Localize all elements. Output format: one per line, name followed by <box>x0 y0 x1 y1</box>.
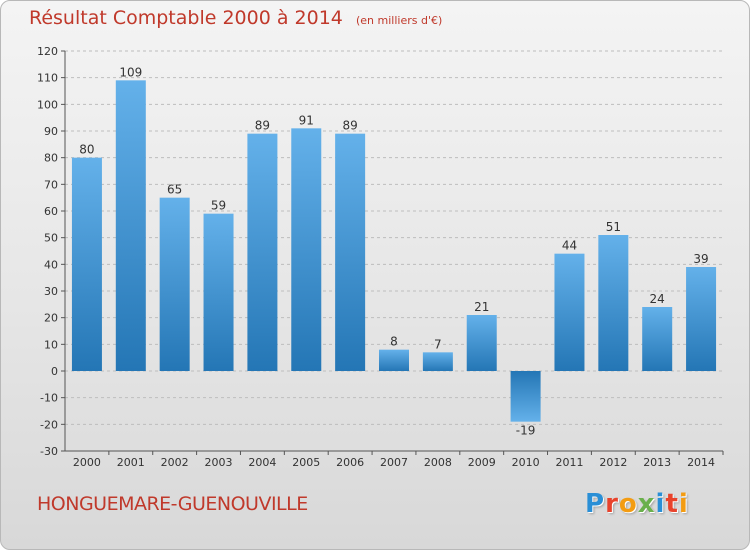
bar-value-label: -19 <box>516 424 536 438</box>
bar <box>466 315 497 371</box>
x-tick-label: 2013 <box>643 456 671 469</box>
y-tick-label: -10 <box>40 392 58 405</box>
brand-letter: r <box>605 489 619 519</box>
bar <box>159 197 190 371</box>
y-tick-label: -20 <box>40 418 58 431</box>
bar-value-label: 24 <box>650 292 665 306</box>
x-tick-label: 2010 <box>512 456 540 469</box>
x-tick-label: 2008 <box>424 456 452 469</box>
bar <box>510 371 541 422</box>
x-tick-label: 2011 <box>555 456 583 469</box>
chart-unit: (en milliers d'€) <box>355 14 443 27</box>
brand-letter: i <box>655 489 666 519</box>
bar-value-label: 39 <box>693 252 708 266</box>
bar <box>291 128 322 371</box>
y-tick-label: 20 <box>44 312 58 325</box>
y-tick-label: -30 <box>40 445 58 458</box>
y-tick-label: 10 <box>44 338 58 351</box>
axis-layer <box>61 50 724 455</box>
y-tick-label: 90 <box>44 125 58 138</box>
bar <box>247 133 278 371</box>
bar <box>379 349 409 371</box>
bar <box>598 235 629 371</box>
brand-letter: t <box>665 489 679 519</box>
x-tick-label: 2006 <box>336 456 364 469</box>
x-tick-label: 2012 <box>599 456 627 469</box>
brand-logo: Proxiti <box>585 489 689 519</box>
bar <box>203 213 234 371</box>
bar <box>642 307 673 371</box>
bar-value-label: 21 <box>474 300 489 314</box>
bar <box>686 267 717 371</box>
bar-value-label: 80 <box>79 143 94 157</box>
bar-value-label: 59 <box>211 199 226 213</box>
bar-value-label: 51 <box>606 220 621 234</box>
y-tick-label: 50 <box>44 232 58 245</box>
bar-value-label: 8 <box>390 335 398 349</box>
x-tick-label: 2009 <box>468 456 496 469</box>
bar <box>422 352 453 371</box>
y-tick-label: 110 <box>37 72 58 85</box>
bar <box>71 157 102 371</box>
labels-layer: -30 -20 -10 0 10 20 30 40 50 60 70 80 90 100 110 120 80 2… <box>37 45 715 469</box>
bar-value-label: 89 <box>255 119 270 133</box>
brand-letter: i <box>678 489 689 519</box>
brand-letter: P <box>585 489 606 519</box>
y-tick-label: 120 <box>37 45 58 58</box>
brand-letter: x <box>637 489 656 519</box>
y-tick-label: 40 <box>44 258 58 271</box>
x-tick-label: 2001 <box>117 456 145 469</box>
y-tick-label: 70 <box>44 178 58 191</box>
x-tick-label: 2014 <box>687 456 715 469</box>
x-tick-label: 2004 <box>248 456 276 469</box>
y-tick-label: 0 <box>51 365 58 378</box>
x-tick-label: 2002 <box>161 456 189 469</box>
chart-title: Résultat Comptable 2000 à 2014 <box>29 7 343 29</box>
bar-value-label: 65 <box>167 183 182 197</box>
y-tick-label: 60 <box>44 205 58 218</box>
bar-value-label: 7 <box>434 337 442 351</box>
title-row: Résultat Comptable 2000 à 2014 (en milli… <box>29 7 442 29</box>
bar-value-label: 91 <box>299 113 314 127</box>
x-tick-label: 2003 <box>205 456 233 469</box>
bar <box>335 133 366 371</box>
bars-layer <box>71 80 717 422</box>
bar <box>554 253 585 371</box>
bar-value-label: 89 <box>342 119 357 133</box>
x-tick-label: 2000 <box>73 456 101 469</box>
commune-name: HONGUEMARE-GUENOUVILLE <box>37 493 308 515</box>
y-tick-label: 30 <box>44 285 58 298</box>
x-tick-label: 2007 <box>380 456 408 469</box>
brand-letter: o <box>618 489 638 519</box>
x-tick-label: 2005 <box>292 456 320 469</box>
bar-value-label: 109 <box>119 65 142 79</box>
bar-value-label: 44 <box>562 239 577 253</box>
bar <box>115 80 146 371</box>
y-tick-label: 80 <box>44 152 58 165</box>
y-tick-label: 100 <box>37 98 58 111</box>
